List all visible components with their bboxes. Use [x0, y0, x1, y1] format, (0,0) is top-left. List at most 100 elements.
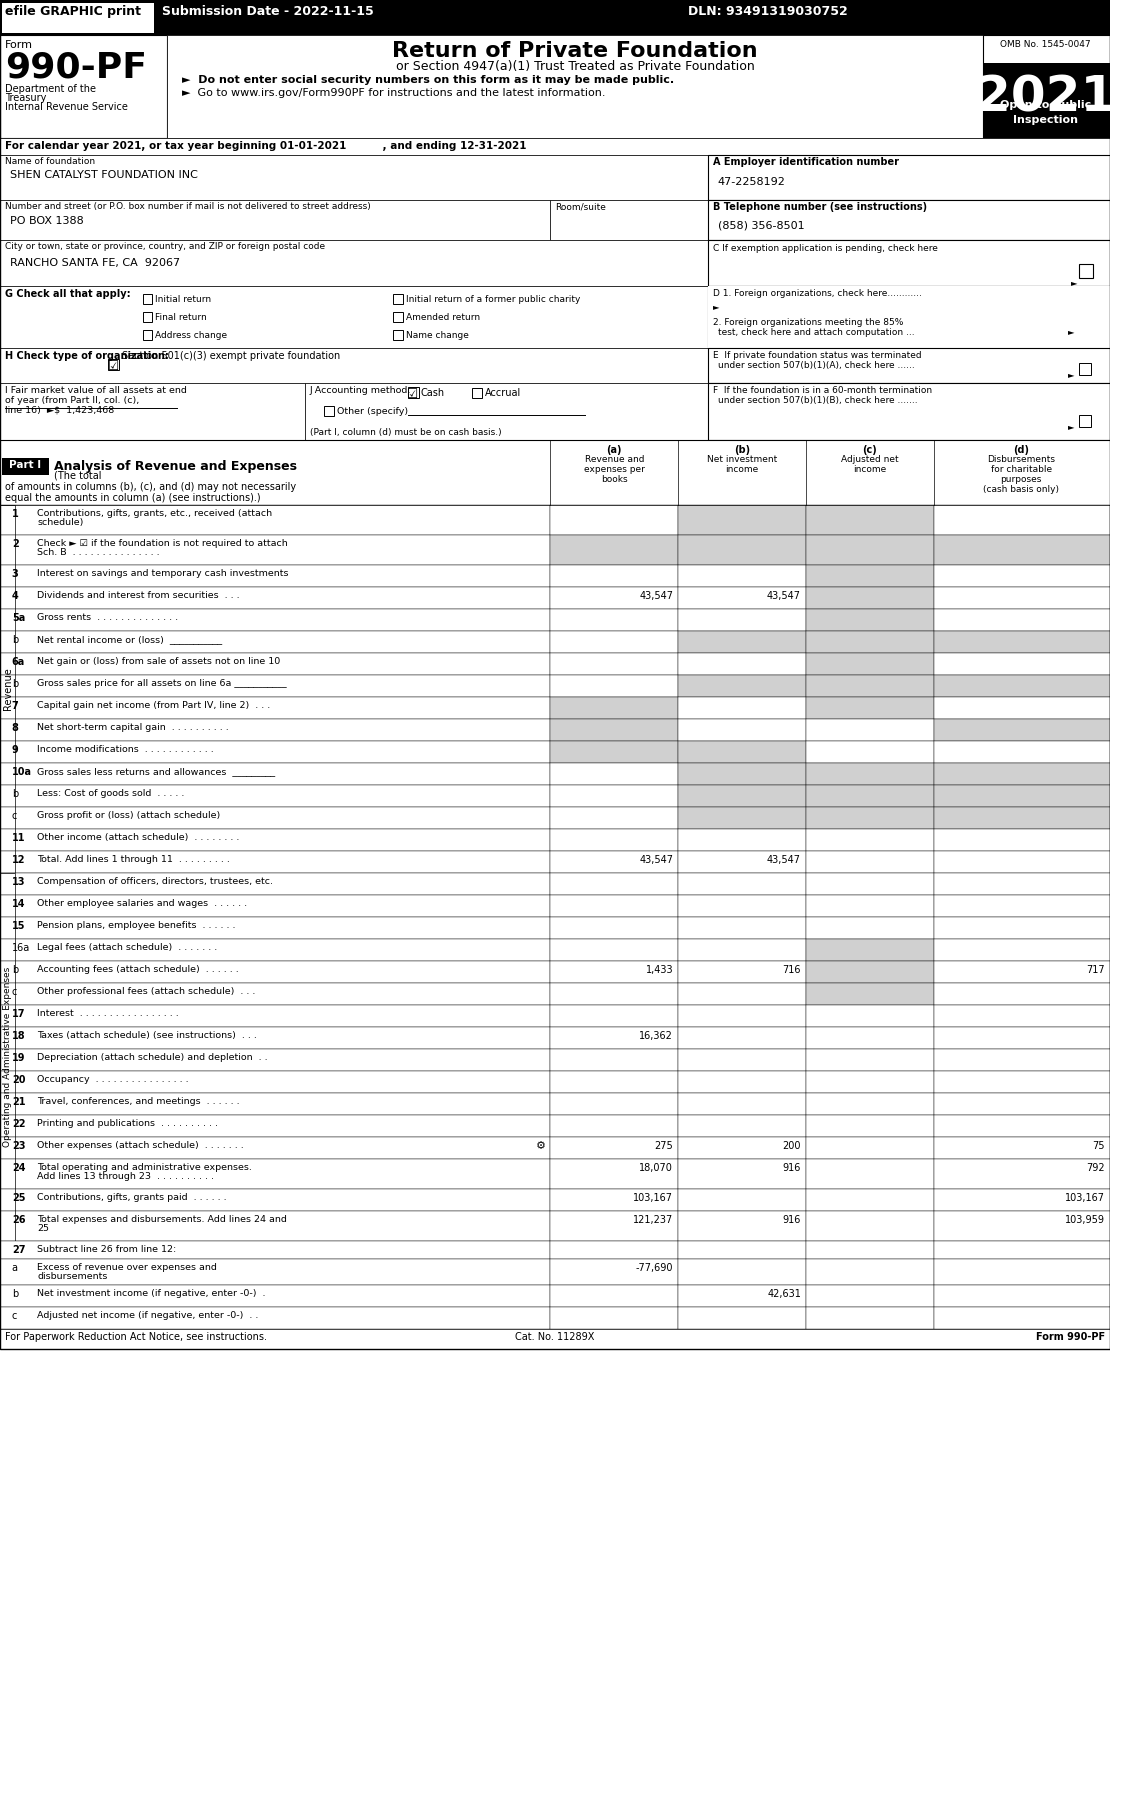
Bar: [0, 239, 708, 286]
Bar: [679, 653, 806, 674]
Bar: [806, 653, 934, 674]
Bar: [934, 917, 1110, 939]
Text: 21: 21: [11, 1097, 25, 1108]
Text: (858) 356-8501: (858) 356-8501: [718, 221, 804, 230]
Bar: [679, 674, 806, 698]
Text: Other employee salaries and wages  . . . . . .: Other employee salaries and wages . . . …: [37, 899, 247, 908]
Text: Form 990-PF: Form 990-PF: [1035, 1332, 1105, 1341]
Text: under section 507(b)(1)(A), check here ......: under section 507(b)(1)(A), check here .…: [718, 361, 916, 370]
Bar: [806, 698, 934, 719]
Text: Final return: Final return: [156, 313, 207, 322]
Text: Net rental income or (loss)  ___________: Net rental income or (loss) ___________: [37, 635, 222, 644]
Bar: [679, 536, 806, 565]
Text: for charitable: for charitable: [990, 466, 1052, 475]
Bar: [806, 536, 934, 565]
Bar: [0, 741, 551, 762]
Text: 4: 4: [11, 592, 18, 601]
Bar: [679, 984, 806, 1005]
Bar: [551, 1241, 679, 1259]
Text: 42,631: 42,631: [768, 1289, 802, 1298]
Text: purposes: purposes: [1000, 475, 1042, 484]
Bar: [551, 674, 679, 698]
Text: 9: 9: [11, 744, 18, 755]
Text: 43,547: 43,547: [639, 592, 673, 601]
Bar: [551, 1307, 679, 1329]
Text: Initial return of a former public charity: Initial return of a former public charit…: [406, 295, 580, 304]
Text: 1,433: 1,433: [646, 966, 673, 975]
Bar: [934, 895, 1110, 917]
Text: 24: 24: [11, 1163, 25, 1172]
Bar: [934, 586, 1110, 610]
Text: ☑: ☑: [108, 360, 120, 372]
Bar: [1079, 264, 1093, 279]
Bar: [806, 1048, 934, 1072]
Bar: [0, 1188, 551, 1212]
Text: 25: 25: [37, 1224, 50, 1233]
Text: (d): (d): [1013, 444, 1030, 455]
Bar: [472, 388, 482, 397]
Bar: [0, 895, 551, 917]
Text: ►: ►: [1068, 370, 1075, 379]
Text: disbursements: disbursements: [37, 1271, 107, 1280]
Bar: [142, 331, 152, 340]
Text: 43,547: 43,547: [767, 856, 802, 865]
Text: 916: 916: [782, 1215, 802, 1224]
Bar: [0, 383, 305, 441]
Text: SHEN CATALYST FOUNDATION INC: SHEN CATALYST FOUNDATION INC: [10, 171, 198, 180]
Bar: [679, 505, 806, 536]
Text: Revenue: Revenue: [3, 667, 12, 710]
Bar: [934, 829, 1110, 850]
Bar: [551, 895, 679, 917]
Bar: [934, 1027, 1110, 1048]
Bar: [0, 34, 167, 138]
Text: 16,362: 16,362: [639, 1030, 673, 1041]
Bar: [2, 458, 50, 475]
Text: 17: 17: [11, 1009, 25, 1019]
Bar: [0, 1072, 551, 1093]
Text: expenses per: expenses per: [584, 466, 645, 475]
Bar: [679, 631, 806, 653]
Bar: [551, 653, 679, 674]
Bar: [0, 536, 551, 565]
Text: Internal Revenue Service: Internal Revenue Service: [5, 102, 128, 111]
Bar: [806, 960, 934, 984]
Text: Travel, conferences, and meetings  . . . . . .: Travel, conferences, and meetings . . . …: [37, 1097, 240, 1106]
Bar: [679, 829, 806, 850]
Bar: [0, 610, 551, 631]
Text: line 16)  ►$  1,423,468: line 16) ►$ 1,423,468: [5, 406, 114, 415]
Text: Legal fees (attach schedule)  . . . . . . .: Legal fees (attach schedule) . . . . . .…: [37, 942, 218, 951]
Text: Other professional fees (attach schedule)  . . .: Other professional fees (attach schedule…: [37, 987, 256, 996]
Text: Total expenses and disbursements. Add lines 24 and: Total expenses and disbursements. Add li…: [37, 1215, 287, 1224]
Text: b: b: [11, 680, 18, 689]
Text: Check ► ☑ if the foundation is not required to attach: Check ► ☑ if the foundation is not requi…: [37, 539, 288, 548]
Bar: [0, 1005, 551, 1027]
Bar: [934, 1136, 1110, 1160]
Bar: [0, 762, 551, 786]
Bar: [679, 1241, 806, 1259]
Bar: [0, 674, 551, 698]
Text: Form: Form: [5, 40, 33, 50]
Bar: [408, 387, 419, 397]
Bar: [934, 762, 1110, 786]
Bar: [0, 698, 551, 719]
Bar: [679, 1136, 806, 1160]
Text: City or town, state or province, country, and ZIP or foreign postal code: City or town, state or province, country…: [5, 243, 325, 252]
Text: 19: 19: [11, 1054, 25, 1063]
Text: 26: 26: [11, 1215, 25, 1224]
Text: D 1. Foreign organizations, check here............: D 1. Foreign organizations, check here..…: [712, 289, 921, 298]
Bar: [551, 1259, 679, 1286]
Text: Gross sales price for all assets on line 6a ___________: Gross sales price for all assets on line…: [37, 680, 287, 689]
Text: test, check here and attach computation ...: test, check here and attach computation …: [718, 327, 916, 336]
Text: Net investment income (if negative, enter -0-)  .: Net investment income (if negative, ente…: [37, 1289, 265, 1298]
Bar: [0, 1160, 551, 1188]
Text: Dividends and interest from securities  . . .: Dividends and interest from securities .…: [37, 592, 240, 601]
Bar: [551, 1212, 679, 1241]
Bar: [934, 674, 1110, 698]
Bar: [551, 1136, 679, 1160]
Text: schedule): schedule): [37, 518, 84, 527]
Text: 27: 27: [11, 1244, 25, 1255]
Bar: [679, 786, 806, 807]
Text: efile GRAPHIC print: efile GRAPHIC print: [5, 5, 141, 18]
Text: DLN: 93491319030752: DLN: 93491319030752: [688, 5, 848, 18]
Bar: [679, 1160, 806, 1188]
